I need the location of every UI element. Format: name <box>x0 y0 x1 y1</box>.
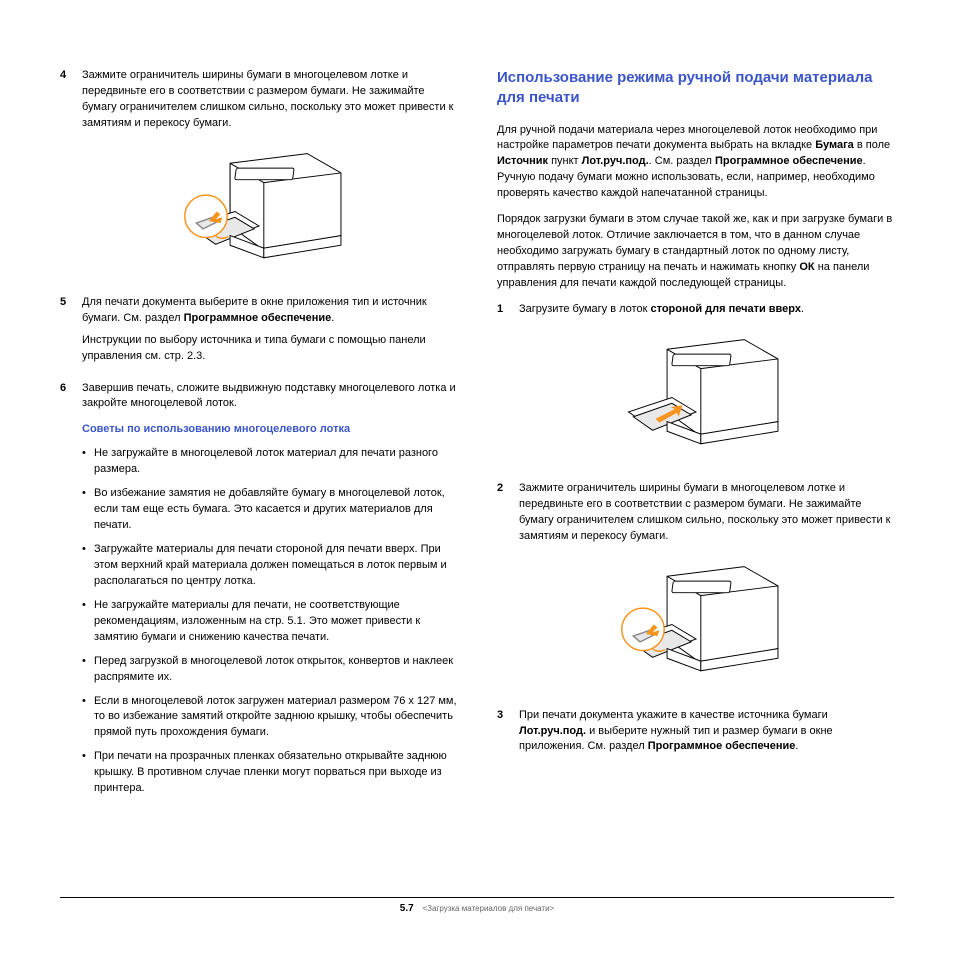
list-item: Перед загрузкой в многоцелевой лоток отк… <box>82 654 457 686</box>
list-item: Во избежание замятия не добавляйте бумаг… <box>82 486 457 534</box>
step-3: 3 При печати документа укажите в качеств… <box>497 708 894 756</box>
page-number: 5.7 <box>400 903 414 914</box>
figure-printer-guide-2 <box>497 557 894 692</box>
step-text: Для печати документа выберите в окне при… <box>82 295 457 327</box>
step-number: 5 <box>60 295 82 371</box>
intro-paragraph: Для ручной подачи материала через многоц… <box>497 123 894 203</box>
step-number: 3 <box>497 708 519 756</box>
step-text: Завершив печать, сложите выдвижную подст… <box>82 381 457 413</box>
two-column-layout: 4 Зажмите ограничитель ширины бумаги в м… <box>60 68 894 805</box>
printer-illustration-icon <box>159 144 359 279</box>
list-item: Не загружайте в многоцелевой лоток матер… <box>82 446 457 478</box>
step-number: 1 <box>497 302 519 318</box>
step-1: 1 Загрузите бумагу в лоток стороной для … <box>497 302 894 318</box>
step-6: 6 Завершив печать, сложите выдвижную под… <box>60 381 457 413</box>
step-number: 4 <box>60 68 82 132</box>
step-text: Загрузите бумагу в лоток стороной для пе… <box>519 302 894 318</box>
tips-header: Советы по использованию многоцелевого ло… <box>82 422 457 438</box>
step-5: 5 Для печати документа выберите в окне п… <box>60 295 457 371</box>
left-column: 4 Зажмите ограничитель ширины бумаги в м… <box>60 68 457 805</box>
list-item: Загружайте материалы для печати стороной… <box>82 542 457 590</box>
figure-printer-load <box>497 330 894 465</box>
step-body: Для печати документа выберите в окне при… <box>82 295 457 371</box>
section-heading: Использование режима ручной подачи матер… <box>497 68 894 109</box>
step-number: 6 <box>60 381 82 413</box>
list-item: Не загружайте материалы для печати, не с… <box>82 598 457 646</box>
figure-printer-guide <box>60 144 457 279</box>
step-text: Инструкции по выбору источника и типа бу… <box>82 333 457 365</box>
list-item: Если в многоцелевой лоток загружен матер… <box>82 694 457 742</box>
footer-section-name: <Загрузка материалов для печати> <box>422 904 554 913</box>
printer-illustration-icon <box>596 557 796 692</box>
step-2: 2 Зажмите ограничитель ширины бумаги в м… <box>497 481 894 545</box>
page-footer: 5.7 <Загрузка материалов для печати> <box>60 897 894 917</box>
intro-paragraph-2: Порядок загрузки бумаги в этом случае та… <box>497 212 894 292</box>
step-text: При печати документа укажите в качестве … <box>519 708 894 756</box>
step-text: Зажмите ограничитель ширины бумаги в мно… <box>519 481 894 545</box>
printer-illustration-icon <box>596 330 796 465</box>
right-column: Использование режима ручной подачи матер… <box>497 68 894 805</box>
step-4: 4 Зажмите ограничитель ширины бумаги в м… <box>60 68 457 132</box>
list-item: При печати на прозрачных пленках обязате… <box>82 749 457 797</box>
step-number: 2 <box>497 481 519 545</box>
step-text: Зажмите ограничитель ширины бумаги в мно… <box>82 68 457 132</box>
tips-list: Не загружайте в многоцелевой лоток матер… <box>82 446 457 797</box>
